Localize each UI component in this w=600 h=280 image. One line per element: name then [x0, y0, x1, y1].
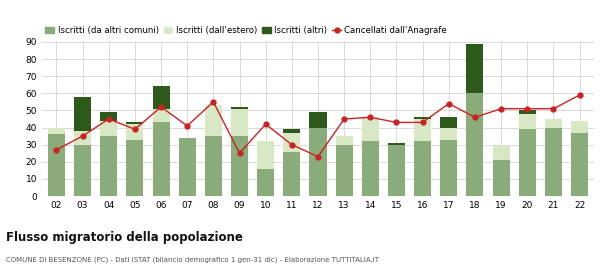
Bar: [100, 112, 117, 121]
Bar: [414, 117, 431, 119]
Bar: [283, 133, 301, 151]
Bar: [466, 93, 484, 196]
Bar: [493, 146, 509, 160]
Bar: [257, 141, 274, 169]
Bar: [335, 136, 353, 145]
Bar: [440, 117, 457, 128]
Bar: [127, 122, 143, 124]
Bar: [466, 44, 484, 93]
Bar: [231, 107, 248, 109]
Bar: [388, 143, 405, 145]
Bar: [414, 119, 431, 141]
Bar: [179, 138, 196, 196]
Bar: [545, 119, 562, 128]
Bar: [74, 145, 91, 196]
Bar: [152, 109, 170, 122]
Bar: [310, 128, 326, 196]
Bar: [127, 139, 143, 196]
Bar: [362, 141, 379, 196]
Text: Flusso migratorio della popolazione: Flusso migratorio della popolazione: [6, 231, 243, 244]
Text: COMUNE DI BESENZONE (PC) - Dati ISTAT (bilancio demografico 1 gen-31 dic) - Elab: COMUNE DI BESENZONE (PC) - Dati ISTAT (b…: [6, 256, 379, 263]
Bar: [310, 112, 326, 128]
Bar: [48, 134, 65, 196]
Bar: [571, 133, 588, 196]
Bar: [74, 97, 91, 131]
Bar: [571, 121, 588, 133]
Bar: [519, 110, 536, 114]
Bar: [414, 141, 431, 196]
Bar: [231, 109, 248, 136]
Bar: [257, 169, 274, 196]
Bar: [519, 114, 536, 129]
Bar: [335, 145, 353, 196]
Bar: [283, 129, 301, 133]
Bar: [152, 122, 170, 196]
Bar: [100, 121, 117, 136]
Bar: [231, 136, 248, 196]
Bar: [362, 117, 379, 141]
Bar: [152, 87, 170, 109]
Bar: [440, 139, 457, 196]
Bar: [388, 145, 405, 196]
Bar: [100, 136, 117, 196]
Bar: [519, 129, 536, 196]
Bar: [440, 128, 457, 139]
Bar: [493, 160, 509, 196]
Legend: Iscritti (da altri comuni), Iscritti (dall'estero), Iscritti (altri), Cancellati: Iscritti (da altri comuni), Iscritti (da…: [42, 23, 451, 39]
Bar: [283, 151, 301, 196]
Bar: [205, 105, 222, 136]
Bar: [205, 136, 222, 196]
Bar: [545, 128, 562, 196]
Bar: [74, 131, 91, 145]
Bar: [127, 124, 143, 139]
Bar: [48, 128, 65, 134]
